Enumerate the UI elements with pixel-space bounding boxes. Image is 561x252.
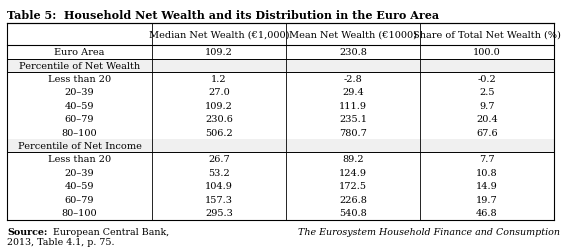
Text: 2013, Table 4.1, p. 75.: 2013, Table 4.1, p. 75. — [7, 238, 114, 246]
Text: Table 5:  Household Net Wealth and its Distribution in the Euro Area: Table 5: Household Net Wealth and its Di… — [7, 10, 439, 21]
Text: 20.4: 20.4 — [476, 115, 498, 124]
Text: 40–59: 40–59 — [65, 101, 94, 110]
Text: 27.0: 27.0 — [208, 88, 230, 97]
Text: European Central Bank,: European Central Bank, — [47, 228, 173, 237]
Text: 111.9: 111.9 — [339, 101, 367, 110]
Text: 19.7: 19.7 — [476, 195, 498, 204]
Text: 80–100: 80–100 — [62, 208, 97, 217]
Text: Median Net Wealth (€1,000): Median Net Wealth (€1,000) — [149, 30, 289, 39]
Text: 235.1: 235.1 — [339, 115, 367, 124]
Text: 67.6: 67.6 — [476, 128, 498, 137]
Text: 1.2: 1.2 — [211, 74, 227, 83]
Text: 100.0: 100.0 — [473, 48, 501, 57]
Text: 780.7: 780.7 — [339, 128, 367, 137]
Text: Source:: Source: — [7, 228, 47, 237]
Text: 9.7: 9.7 — [479, 101, 495, 110]
Text: 230.6: 230.6 — [205, 115, 233, 124]
Text: Share of Total Net Wealth (%): Share of Total Net Wealth (%) — [413, 30, 561, 39]
Text: 230.8: 230.8 — [339, 48, 367, 57]
Text: 60–79: 60–79 — [65, 115, 94, 124]
Text: 295.3: 295.3 — [205, 208, 233, 217]
Text: 172.5: 172.5 — [339, 181, 367, 191]
Bar — [7, 59, 554, 72]
Text: 60–79: 60–79 — [65, 195, 94, 204]
Text: 53.2: 53.2 — [208, 168, 230, 177]
Text: 104.9: 104.9 — [205, 181, 233, 191]
Text: 29.4: 29.4 — [342, 88, 364, 97]
Text: Percentile of Net Income: Percentile of Net Income — [17, 141, 141, 150]
Text: 20–39: 20–39 — [65, 168, 94, 177]
Text: 7.7: 7.7 — [479, 155, 495, 164]
Text: 20–39: 20–39 — [65, 88, 94, 97]
Text: Euro Area: Euro Area — [54, 48, 105, 57]
Text: Less than 20: Less than 20 — [48, 74, 111, 83]
Text: 46.8: 46.8 — [476, 208, 498, 217]
Text: -0.2: -0.2 — [477, 74, 496, 83]
Bar — [7, 139, 554, 152]
Text: The Eurosystem Household Finance and Consumption Survey Results from the First W: The Eurosystem Household Finance and Con… — [298, 228, 561, 237]
Text: 109.2: 109.2 — [205, 101, 233, 110]
Text: 157.3: 157.3 — [205, 195, 233, 204]
Text: 124.9: 124.9 — [339, 168, 367, 177]
Text: Percentile of Net Wealth: Percentile of Net Wealth — [19, 61, 140, 70]
Text: 40–59: 40–59 — [65, 181, 94, 191]
Text: Less than 20: Less than 20 — [48, 155, 111, 164]
Text: 14.9: 14.9 — [476, 181, 498, 191]
Text: 109.2: 109.2 — [205, 48, 233, 57]
Text: 506.2: 506.2 — [205, 128, 233, 137]
Text: 26.7: 26.7 — [208, 155, 230, 164]
Text: 540.8: 540.8 — [339, 208, 367, 217]
Text: 10.8: 10.8 — [476, 168, 498, 177]
Text: 80–100: 80–100 — [62, 128, 97, 137]
Text: 2.5: 2.5 — [479, 88, 495, 97]
Text: -2.8: -2.8 — [343, 74, 362, 83]
Text: 89.2: 89.2 — [342, 155, 364, 164]
Text: 226.8: 226.8 — [339, 195, 367, 204]
Text: Mean Net Wealth (€1000): Mean Net Wealth (€1000) — [289, 30, 417, 39]
